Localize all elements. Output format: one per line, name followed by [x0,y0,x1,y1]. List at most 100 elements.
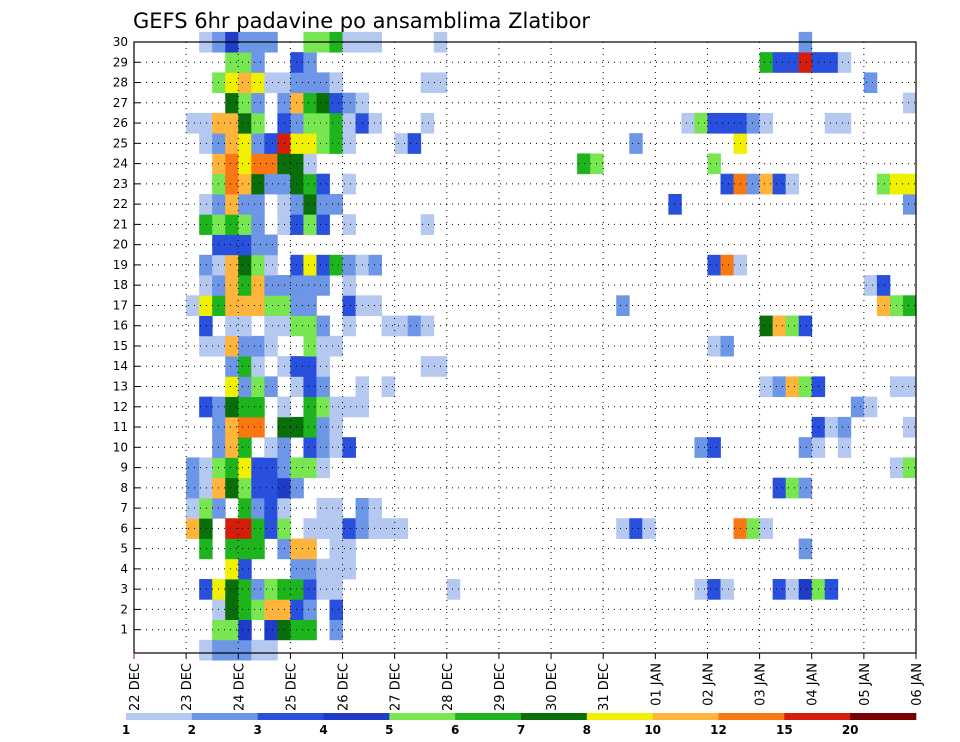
heatmap-cell-11 [290,619,304,641]
heatmap-cell-13 [329,619,343,641]
heatmap-cell-351 [759,112,774,134]
heatmap-cell-272 [199,193,213,215]
heatmap-cell-297 [759,173,774,195]
heatmap-cell-240 [199,254,213,276]
heatmap-cell-296 [746,173,760,195]
y-tick-label-5: 6 [120,521,128,535]
heatmap-cell-101 [772,477,787,499]
heatmap-cell-338 [303,112,317,134]
heatmap-cell-45 [290,558,304,580]
heatmap-cell-337 [290,112,304,134]
heatmap-cell-122 [303,437,317,458]
heatmap-cell-124 [329,437,343,458]
heatmap-cell-198 [290,315,304,337]
heatmap-cell-340 [329,112,343,134]
y-tick-label-11: 12 [113,400,128,414]
heatmap-cell-168 [785,376,800,398]
heatmap-cell-300 [876,173,891,195]
y-tick-label-25: 26 [113,116,128,130]
heatmap-cell-223 [616,295,630,316]
heatmap-cell-159 [251,376,265,398]
heatmap-cell-134 [251,416,265,438]
heatmap-cell-77 [642,518,656,539]
heatmap-cell-55 [290,538,304,560]
heatmap-cell-270 [342,214,356,235]
heatmap-cell-235 [303,275,317,296]
x-tick-label-2: 24 DEC [232,663,247,711]
heatmap-cell-64 [251,518,265,539]
heatmap-cell-26 [238,579,252,600]
heatmap-cell-47 [316,558,330,580]
heatmap-cell-388 [824,52,839,73]
y-tick-label-3: 4 [120,562,128,576]
heatmap-cell-139 [329,416,343,438]
heatmap-cell-287 [251,173,265,195]
heatmap-cell-0 [199,639,213,661]
legend-label-6: 7 [517,723,525,737]
heatmap-cell-238 [863,275,878,296]
heatmap-cell-133 [238,416,252,438]
heatmap-cell-230 [238,275,252,296]
y-tick-label-10: 11 [113,420,128,434]
x-tick-label-14: 05 JAN [858,663,873,706]
heatmap-cell-15 [225,599,239,620]
x-tick-label-12: 03 JAN [754,663,769,706]
y-tick-label-1: 2 [120,602,128,616]
heatmap-cell-359 [303,92,317,114]
heatmap-cell-199 [303,315,317,337]
y-tick-label-22: 23 [113,177,128,191]
legend-label-10: 15 [776,723,793,737]
heatmap-cell-380 [251,52,265,73]
x-tick-label-7: 29 DEC [493,663,508,711]
heatmap-cell-123 [316,437,330,458]
heatmap-cell-326 [394,133,409,154]
heatmap-cell-378 [225,52,239,73]
heatmap-cell-382 [303,52,317,73]
heatmap-cell-366 [225,72,239,94]
heatmap-cell-142 [837,416,852,438]
heatmap-cell-331 [199,112,213,134]
heatmap-cell-298 [772,173,787,195]
x-axis-ticks: 22 DEC 23 DEC 24 DEC 25 DEC 26 DEC 27 DEC 28 D… [128,653,925,711]
heatmap-cell-210 [186,295,200,316]
heatmap-cell-30 [290,579,304,600]
y-tick-label-2: 3 [120,582,128,596]
y-tick-label-6: 7 [120,501,128,515]
heatmap-cells [186,31,917,661]
heatmap-cell-299 [785,173,800,195]
heatmap-cell-367 [238,72,252,94]
heatmap-cell-112 [290,457,304,479]
heatmap-cell-276 [251,193,265,215]
legend-swatch-8 [652,713,719,720]
heatmap-cell-263 [225,214,239,235]
heatmap-cell-155 [850,396,865,418]
heatmap-cell-195 [238,315,252,337]
legend-label-11: 20 [842,723,859,737]
heatmap-cell-385 [785,52,800,73]
heatmap-cell-314 [199,133,213,154]
heatmap-cell-62 [225,518,239,539]
heatmap-cell-96 [238,477,252,499]
y-tick-label-15: 16 [113,319,128,333]
heatmap-cell-69 [329,518,343,539]
heatmap-cell-292 [316,173,330,195]
heatmap-cell-371 [290,72,304,94]
heatmap-cell-42 [824,579,839,600]
heatmap-cell-335 [251,112,265,134]
heatmap-cell-84 [238,497,252,519]
heatmap-cell-271 [420,214,435,235]
x-tick-label-4: 26 DEC [337,663,352,711]
heatmap-cell-104 [186,457,200,479]
x-tick-label-0: 22 DEC [128,663,143,711]
heatmap-cell-9 [264,619,278,641]
heatmap-cell-275 [238,193,252,215]
heatmap-cell-144 [199,396,213,418]
legend-label-8: 10 [644,723,661,737]
heatmap-cell-215 [251,295,265,316]
heatmap-cell-16 [238,599,252,620]
heatmap-cell-73 [381,518,396,539]
heatmap-cell-92 [186,477,200,499]
heatmap-cell-1 [212,639,226,661]
heatmap-cell-192 [720,335,734,357]
heatmap-cell-182 [199,335,213,357]
